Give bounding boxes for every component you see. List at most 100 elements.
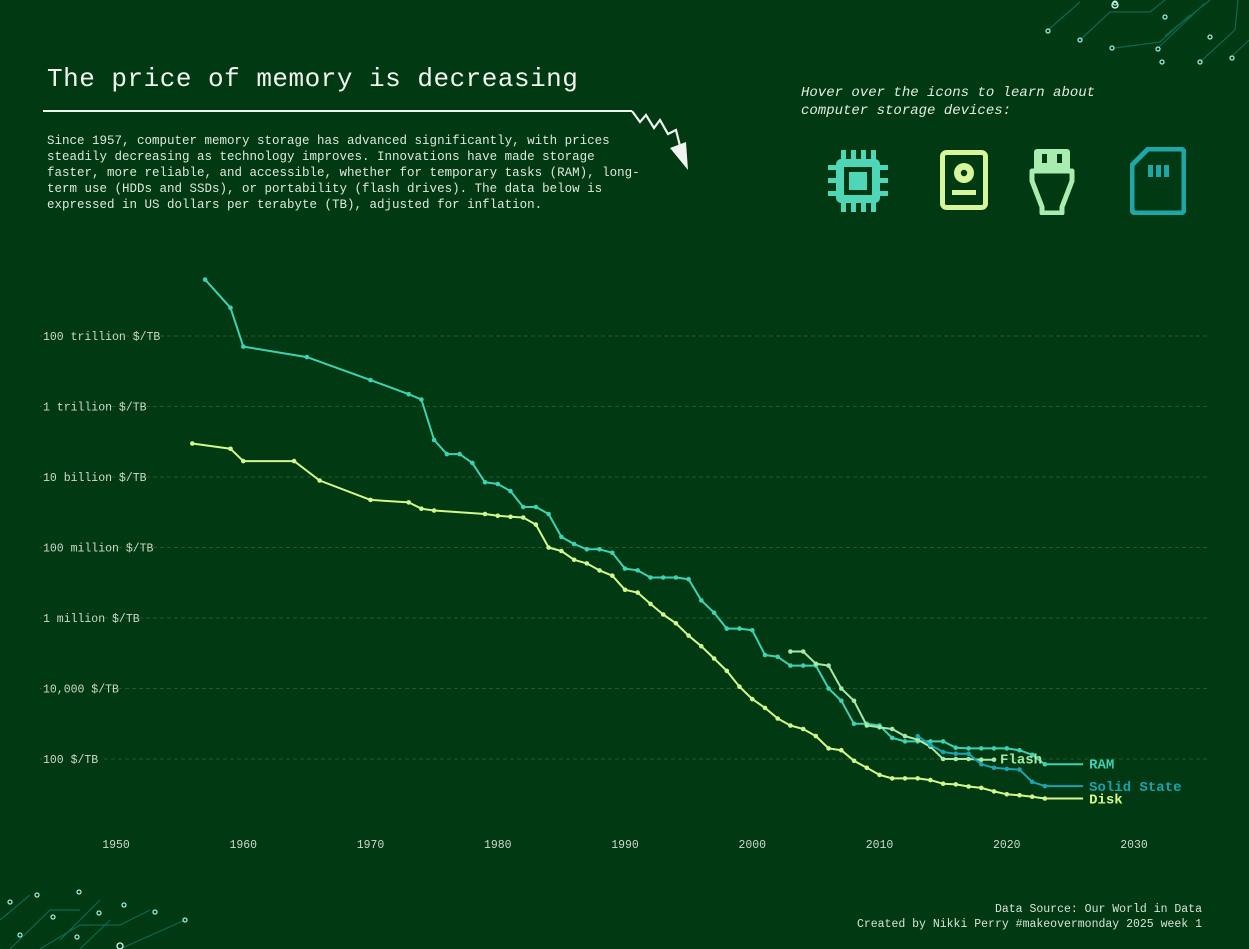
data-point bbox=[915, 737, 920, 742]
x-tick-label: 2010 bbox=[866, 839, 894, 852]
y-tick-label: 100 $/TB bbox=[43, 754, 98, 767]
data-point bbox=[762, 705, 768, 711]
data-point bbox=[750, 696, 755, 702]
data-point bbox=[711, 656, 717, 661]
y-tick-label: 10 billion $/TB bbox=[43, 472, 147, 485]
series-line-ram bbox=[204, 278, 1084, 766]
y-tick-label: 1 trillion $/TB bbox=[43, 402, 147, 415]
data-point bbox=[915, 776, 920, 781]
data-point bbox=[1042, 762, 1048, 767]
data-point bbox=[546, 545, 551, 550]
data-point bbox=[953, 756, 959, 762]
data-point bbox=[470, 460, 475, 466]
cpu-chip-icon[interactable] bbox=[828, 150, 888, 217]
x-tick-label: 2000 bbox=[738, 839, 766, 852]
data-point bbox=[979, 762, 984, 767]
data-point bbox=[1029, 794, 1035, 799]
data-point bbox=[762, 652, 768, 658]
data-point bbox=[622, 587, 628, 593]
x-tick-label: 2020 bbox=[993, 839, 1021, 852]
data-point bbox=[368, 377, 373, 383]
data-point bbox=[648, 601, 653, 607]
data-point bbox=[889, 776, 895, 781]
data-point bbox=[877, 725, 882, 730]
data-point bbox=[508, 488, 513, 494]
data-point bbox=[737, 684, 742, 689]
data-point bbox=[559, 548, 564, 554]
data-point bbox=[495, 481, 501, 487]
data-point bbox=[991, 789, 997, 794]
data-point bbox=[902, 776, 908, 781]
hard-disk-icon[interactable] bbox=[940, 150, 990, 215]
data-point bbox=[508, 514, 513, 520]
data-point bbox=[915, 733, 920, 739]
data-point bbox=[228, 305, 233, 311]
data-point bbox=[686, 633, 691, 638]
page-title: The price of memory is decreasing bbox=[47, 64, 579, 94]
data-point bbox=[635, 568, 640, 573]
data-point bbox=[813, 661, 819, 667]
data-point bbox=[775, 716, 780, 721]
data-point bbox=[800, 726, 806, 732]
data-point bbox=[559, 534, 564, 540]
data-point bbox=[826, 686, 831, 691]
data-point bbox=[660, 612, 666, 617]
data-point bbox=[750, 628, 755, 633]
data-point bbox=[953, 751, 959, 756]
data-point bbox=[673, 621, 679, 626]
usb-flash-drive-icon[interactable] bbox=[1028, 147, 1076, 220]
data-point bbox=[928, 739, 933, 744]
sd-card-icon[interactable] bbox=[1129, 146, 1187, 220]
data-point bbox=[966, 756, 971, 762]
data-point bbox=[839, 747, 844, 753]
circuit-decoration-top-right bbox=[1045, 0, 1249, 65]
data-point bbox=[241, 458, 246, 464]
data-point bbox=[979, 746, 984, 751]
data-point bbox=[991, 757, 997, 762]
data-point bbox=[788, 723, 793, 728]
footer: Data Source: Our World in Data Created b… bbox=[857, 902, 1202, 932]
data-point bbox=[546, 511, 551, 517]
data-point bbox=[839, 686, 844, 691]
data-point bbox=[1004, 792, 1010, 797]
data-point bbox=[813, 733, 819, 739]
data-point bbox=[839, 698, 844, 704]
data-point bbox=[724, 668, 730, 674]
x-tick-label: 2030 bbox=[1120, 839, 1148, 852]
data-point bbox=[877, 772, 882, 778]
data-point bbox=[699, 598, 704, 603]
data-point bbox=[902, 733, 908, 739]
data-point bbox=[851, 758, 857, 764]
data-point bbox=[622, 566, 628, 571]
data-point bbox=[660, 575, 666, 580]
data-point bbox=[457, 451, 462, 457]
y-tick-label: 10,000 $/TB bbox=[43, 684, 119, 697]
data-point bbox=[406, 391, 412, 397]
data-point bbox=[304, 354, 310, 360]
data-point bbox=[1017, 767, 1022, 772]
data-point bbox=[241, 344, 246, 349]
data-point bbox=[673, 575, 679, 580]
data-point bbox=[966, 746, 971, 751]
data-point bbox=[775, 654, 780, 660]
data-point bbox=[482, 511, 488, 517]
data-point bbox=[533, 522, 539, 527]
data-point bbox=[520, 515, 526, 520]
data-point bbox=[571, 557, 577, 563]
x-tick-label: 1960 bbox=[229, 839, 257, 852]
series-label-ram: RAM bbox=[1089, 757, 1114, 773]
data-point bbox=[788, 663, 793, 668]
data-point bbox=[851, 721, 857, 727]
data-point bbox=[431, 437, 437, 443]
series-label-solid-state: Solid State bbox=[1089, 780, 1181, 796]
data-point bbox=[431, 508, 437, 513]
data-point bbox=[928, 777, 933, 783]
data-point bbox=[724, 626, 730, 631]
data-point bbox=[1017, 747, 1022, 753]
data-point bbox=[928, 742, 933, 748]
data-point bbox=[800, 663, 806, 668]
data-point bbox=[686, 576, 691, 582]
data-point bbox=[495, 513, 501, 519]
data-point bbox=[699, 643, 704, 649]
